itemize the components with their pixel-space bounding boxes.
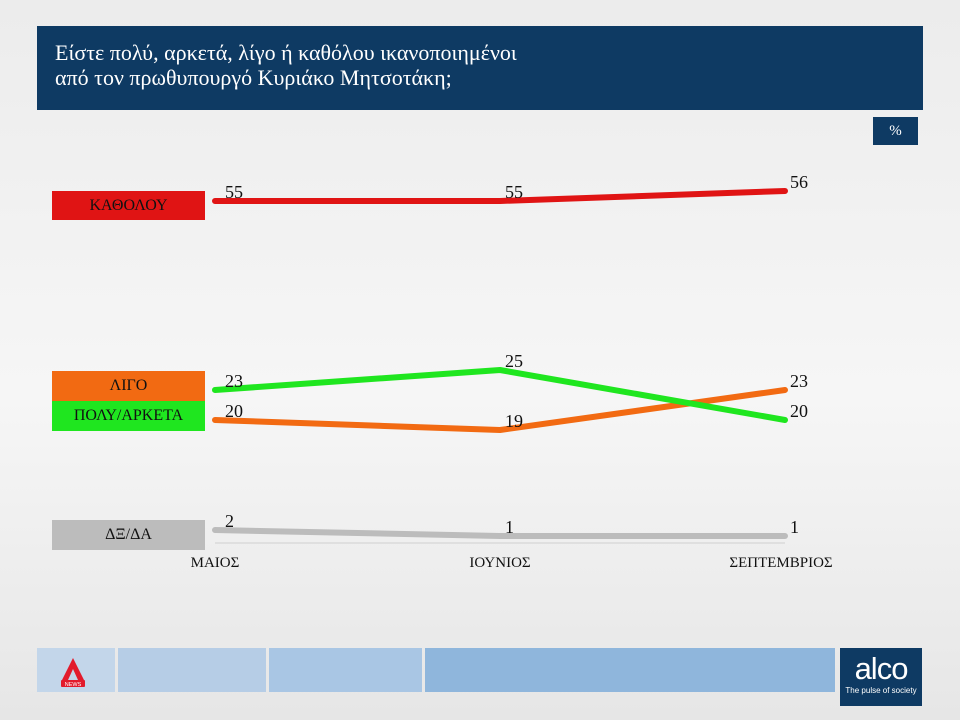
series-label-ligo: ΛΙΓΟ [52,371,205,401]
data-label-3-1: 1 [505,517,514,537]
series-line-0 [212,188,788,204]
footer-bar-2 [118,648,266,692]
value-label-layer: 55 55 56 20 19 23 23 25 20 2 1 1 [225,172,808,537]
series-label-dx-da: ΔΞ/ΔΑ [52,520,205,550]
chart-title-line-2: από τον πρωθυπουργό Κυριάκο Μητσοτάκη; [55,65,452,90]
alpha-news-badge-text: NEWS [65,682,82,688]
x-tick-layer: ΜΑΙΟΣ ΙΟΥΝΙΟΣ ΣΕΠΤΕΜΒΡΙΟΣ [191,555,833,571]
series-layer [212,188,788,539]
alco-logo-word: alco [854,651,909,686]
footer-bar-3 [269,648,422,692]
data-label-1-1: 19 [505,411,523,431]
series-label-poly-arketa: ΠΟΛΥ/ΑΡΚΕΤΑ [52,401,205,431]
series-line-3 [212,527,788,539]
data-label-2-1: 25 [505,351,523,371]
data-label-2-2: 20 [790,401,808,421]
data-label-2-0: 23 [225,371,243,391]
alco-logo: alco The pulse of society [840,648,922,706]
data-label-1-2: 23 [790,371,808,391]
data-label-3-0: 2 [225,511,234,531]
x-tick-label-2: ΣΕΠΤΕΜΒΡΙΟΣ [729,555,832,571]
alco-logo-tagline: The pulse of society [845,686,917,695]
x-tick-label-1: ΙΟΥΝΙΟΣ [469,555,530,571]
data-label-1-0: 20 [225,401,243,421]
alpha-news-logo-icon: NEWS [61,658,85,688]
series-label-katholou: ΚΑΘΟΛΟΥ [52,191,205,220]
data-label-0-0: 55 [225,182,243,202]
data-label-0-1: 55 [505,182,523,202]
unit-badge: % [873,117,918,145]
data-label-3-2: 1 [790,517,799,537]
series-line-1 [212,387,788,433]
data-label-0-2: 56 [790,172,808,192]
x-tick-label-0: ΜΑΙΟΣ [191,555,240,571]
footer-bar-4 [425,648,835,692]
chart-title-banner: Είστε πολύ, αρκετά, λίγο ή καθόλου ικανο… [37,26,923,110]
chart-title-line-1: Είστε πολύ, αρκετά, λίγο ή καθόλου ικανο… [55,40,517,65]
series-line-2 [212,367,788,423]
